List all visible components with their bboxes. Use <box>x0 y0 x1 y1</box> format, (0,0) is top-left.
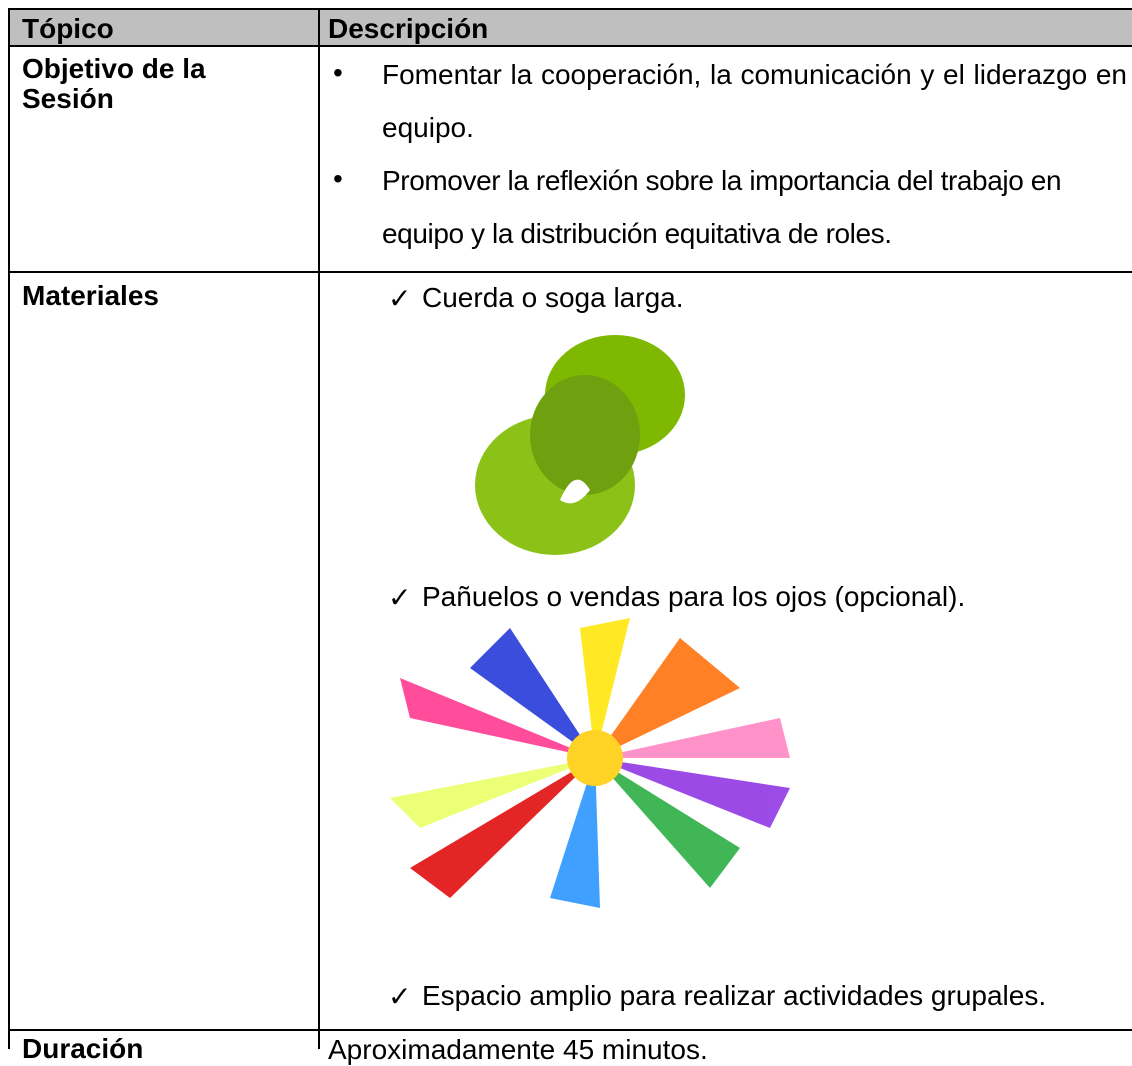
item: Promover la reflexión sobre la importanc… <box>382 165 1062 249</box>
border <box>8 271 1132 273</box>
border <box>8 8 10 1049</box>
check: ✓ <box>388 981 412 1012</box>
item: Pañuelos o vendas para los ojos (opciona… <box>422 581 966 612</box>
rope <box>530 375 640 495</box>
rope-gap <box>560 479 590 504</box>
header-cell: Descripción <box>328 13 489 44</box>
item: Espacio amplio para realizar actividades… <box>422 980 1047 1011</box>
topic: Duración <box>22 1033 144 1064</box>
scarves <box>390 618 790 908</box>
check: ✓ <box>388 582 412 613</box>
topic: Materiales <box>22 280 159 311</box>
item: Fomentar la cooperación, la comunicación… <box>382 59 1127 143</box>
cell-text: Aproximadamente 45 minutos. <box>328 1034 708 1065</box>
topic: Objetivo de la Sesión <box>22 53 206 114</box>
border <box>8 8 1132 10</box>
header-bg <box>8 8 1132 46</box>
border <box>8 1029 1132 1031</box>
border <box>8 45 1132 47</box>
item: Cuerda o soga larga. <box>422 282 684 313</box>
bullet: • <box>333 163 343 194</box>
check: ✓ <box>388 283 412 314</box>
scarves-image <box>390 618 790 908</box>
rope-image <box>475 335 685 555</box>
border <box>318 8 320 1049</box>
header-cell: Tópico <box>22 13 114 44</box>
bullet: • <box>333 57 343 88</box>
